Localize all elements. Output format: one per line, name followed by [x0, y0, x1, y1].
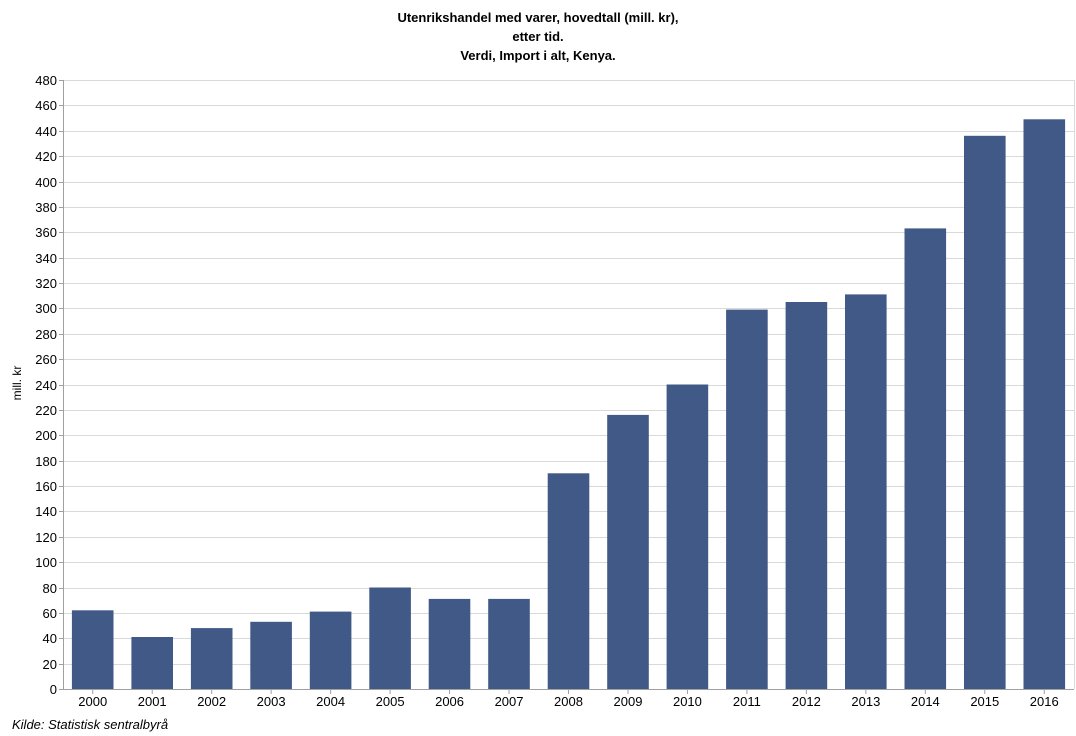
y-tick-label: 260 [35, 352, 57, 367]
x-tick-label: 2012 [792, 694, 821, 709]
bar-2014 [904, 228, 947, 689]
chart-title-line-1: Utenrikshandel med varer, hovedtall (mil… [397, 10, 678, 25]
y-tick-label: 20 [43, 657, 57, 672]
chart-title: Utenrikshandel med varer, hovedtall (mil… [397, 10, 678, 63]
y-tick-label: 340 [35, 251, 57, 266]
chart-title-line-3: Verdi, Import i alt, Kenya. [460, 48, 615, 63]
y-tick-label: 460 [35, 98, 57, 113]
y-tick-label: 320 [35, 276, 57, 291]
y-tick-label: 60 [43, 606, 57, 621]
x-tick-label: 2005 [376, 694, 405, 709]
bar-2001 [131, 637, 173, 689]
y-tick-label: 380 [35, 200, 57, 215]
source-note: Kilde: Statistisk sentralbyrå [12, 717, 168, 732]
y-tick-label: 480 [35, 73, 57, 88]
x-tick-label: 2002 [197, 694, 226, 709]
bar-2011 [726, 309, 768, 689]
y-tick-label: 140 [35, 504, 57, 519]
x-tick-label: 2013 [851, 694, 880, 709]
bar-2012 [785, 302, 828, 689]
y-tick-labels: 0 20 40 60 80 100 120 140 160 180 200 220 240 260 280 3… [35, 73, 57, 697]
y-tick-label: 440 [35, 124, 57, 139]
bar-2015 [964, 135, 1006, 690]
bar-2016 [1023, 119, 1066, 690]
x-tick-label: 2011 [733, 694, 761, 709]
y-tick-label: 200 [35, 428, 57, 443]
bar-2002 [190, 628, 233, 689]
bars [71, 119, 1066, 690]
y-tick-label: 400 [35, 175, 57, 190]
y-tick-label: 280 [35, 327, 57, 342]
y-tick-label: 420 [35, 149, 57, 164]
x-tick-label: 2007 [495, 694, 524, 709]
bar-2009 [607, 414, 649, 689]
x-tick-label: 2009 [614, 694, 643, 709]
bar-2004 [309, 611, 352, 689]
x-tick-label: 2004 [316, 694, 345, 709]
y-tick-label: 40 [43, 631, 57, 646]
bar-2003 [250, 621, 292, 689]
x-tick-labels: 2000 2001 2002 2003 2004 2005 2006 2007 2008 2009… [78, 694, 1058, 709]
x-tick-label: 2001 [138, 694, 167, 709]
chart-title-line-2: etter tid. [512, 29, 563, 44]
y-tick-label: 220 [35, 403, 57, 418]
x-tick-label: 2000 [78, 694, 107, 709]
bar-2007 [488, 598, 530, 689]
y-tick-label: 100 [35, 555, 57, 570]
bar-2010 [666, 384, 709, 689]
y-tick-label: 80 [43, 581, 57, 596]
x-tick-label: 2016 [1030, 694, 1059, 709]
bar-2008 [547, 473, 590, 689]
y-tick-label: 120 [35, 530, 57, 545]
y-tick-label: 0 [50, 682, 57, 697]
x-tick-label: 2008 [554, 694, 583, 709]
y-tick-label: 160 [35, 479, 57, 494]
bar-2013 [845, 294, 887, 689]
bar-2006 [428, 598, 471, 689]
axes [59, 80, 1075, 694]
x-tick-label: 2003 [257, 694, 286, 709]
y-tick-label: 360 [35, 225, 57, 240]
y-tick-label: 240 [35, 378, 57, 393]
bar-2000 [71, 610, 114, 689]
x-tick-label: 2014 [911, 694, 940, 709]
x-tick-label: 2010 [673, 694, 702, 709]
bar-2005 [369, 587, 411, 689]
y-tick-label: 300 [35, 301, 57, 316]
y-axis-label: mill. kr [10, 366, 24, 401]
y-tick-label: 180 [35, 454, 57, 469]
x-tick-label: 2015 [970, 694, 999, 709]
x-tick-label: 2006 [435, 694, 464, 709]
